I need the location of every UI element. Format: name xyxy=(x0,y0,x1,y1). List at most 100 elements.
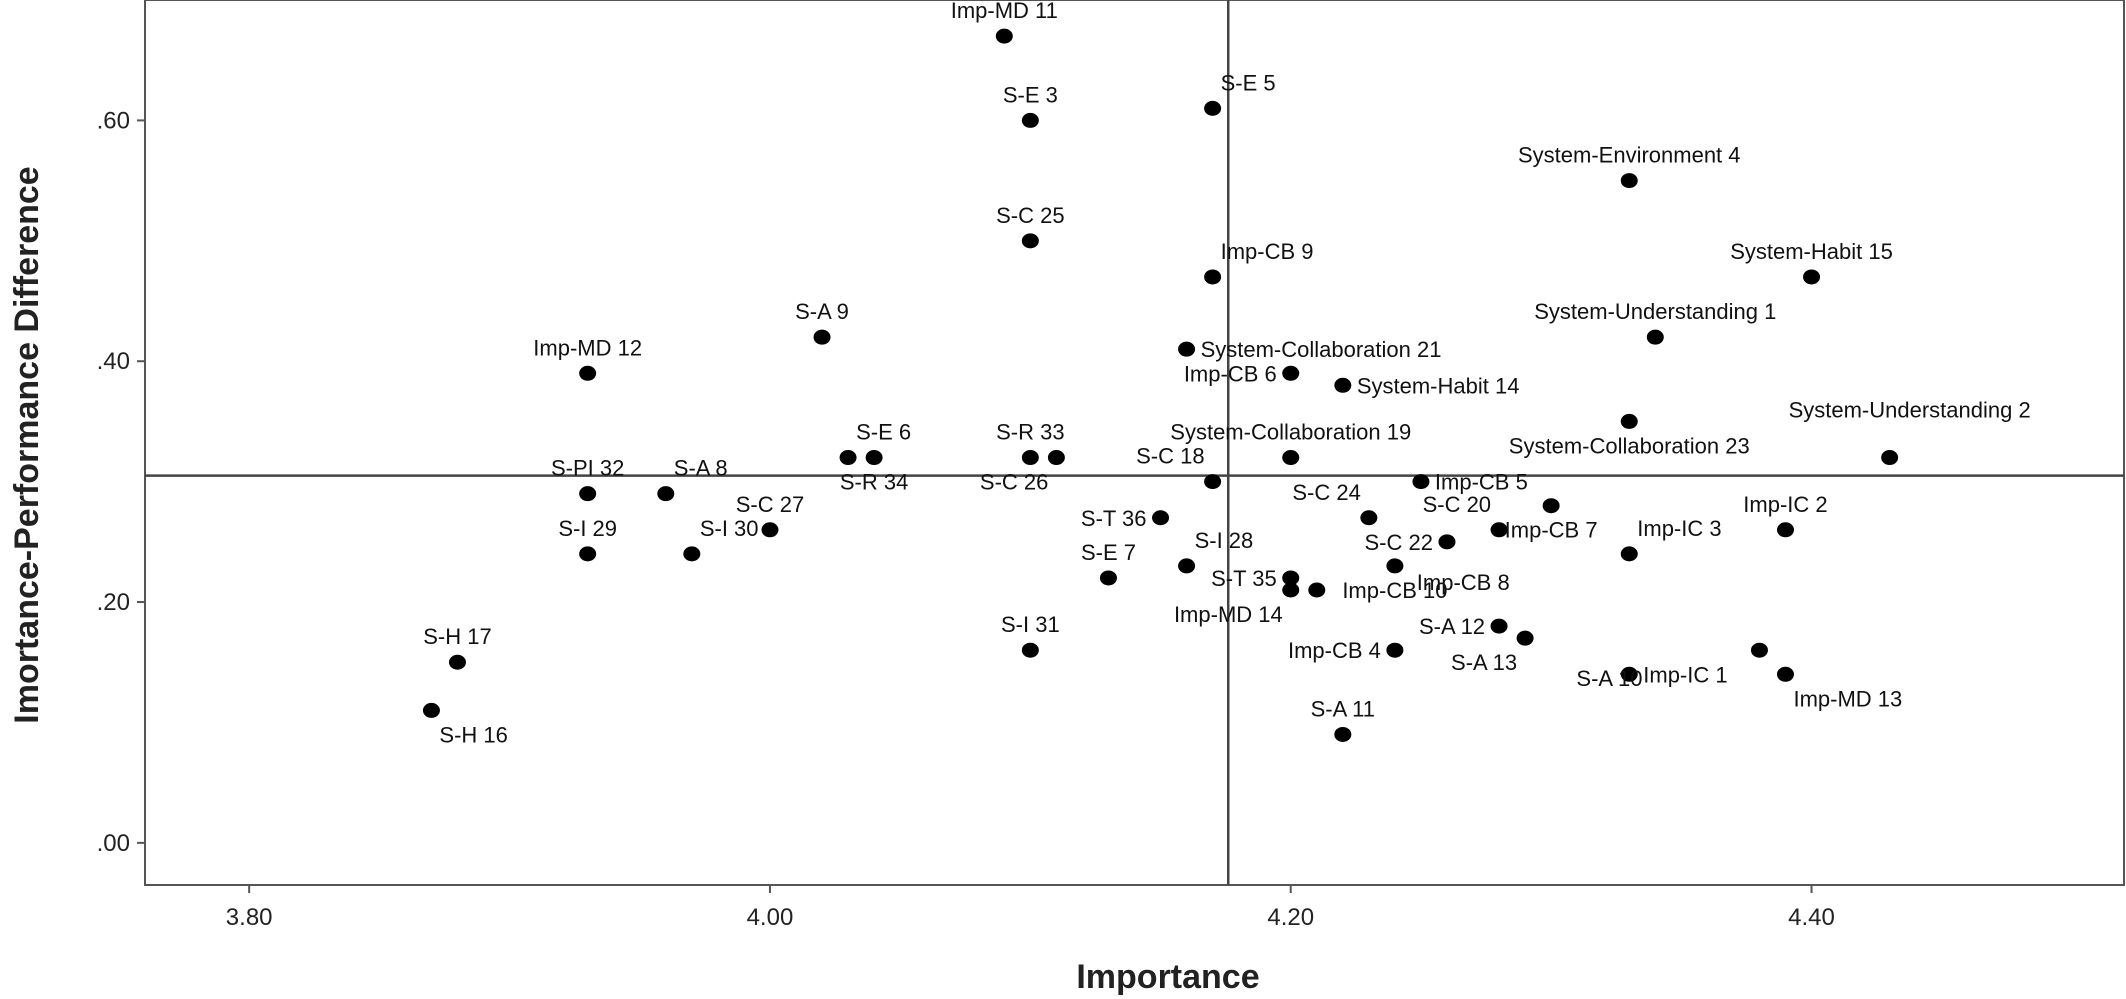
data-point xyxy=(1021,642,1039,658)
data-point xyxy=(1099,570,1117,586)
data-point xyxy=(1334,377,1352,393)
data-point xyxy=(1047,450,1065,466)
data-point-label: System-Habit 14 xyxy=(1357,373,1520,398)
data-point xyxy=(422,702,440,718)
data-point xyxy=(1776,522,1794,538)
data-point xyxy=(1021,112,1039,128)
data-point xyxy=(579,486,597,502)
data-point xyxy=(1646,329,1664,345)
data-point-label: Imp-IC 3 xyxy=(1637,516,1721,541)
data-point-label: Imp-CB 7 xyxy=(1505,518,1598,543)
data-point xyxy=(1438,534,1456,550)
data-point xyxy=(1308,582,1326,598)
data-point xyxy=(657,486,675,502)
data-point-label: S-H 16 xyxy=(439,722,507,747)
data-point-label: S-E 7 xyxy=(1081,540,1136,565)
data-point xyxy=(1021,450,1039,466)
data-point xyxy=(1386,642,1404,658)
data-point-label: S-E 3 xyxy=(1003,82,1058,107)
data-point xyxy=(1282,450,1300,466)
data-point-label: S-C 24 xyxy=(1292,480,1360,505)
y-tick-label: .40 xyxy=(97,348,130,375)
data-point xyxy=(1750,642,1768,658)
data-point-label: Imp-IC 1 xyxy=(1643,662,1727,687)
data-point xyxy=(579,546,597,562)
data-point xyxy=(995,28,1013,44)
data-point xyxy=(1386,558,1404,574)
y-axis-title: Imortance-Performance Difference xyxy=(8,166,46,723)
data-point xyxy=(1881,450,1899,466)
data-point xyxy=(1490,618,1508,634)
data-point xyxy=(1620,413,1638,429)
point-labels: Imp-MD 11 S-E 3 S-E 5 System-Environment 4 S… xyxy=(423,0,2030,747)
data-point-label: S-T 35 xyxy=(1211,566,1277,591)
data-point-label: Imp-CB 9 xyxy=(1221,239,1314,264)
data-point-label: Imp-CB 4 xyxy=(1288,638,1381,663)
data-point-label: S-C 26 xyxy=(980,470,1048,495)
x-axis-title: Importance xyxy=(1076,958,1259,996)
data-point-label: Imp-CB 8 xyxy=(1417,570,1510,595)
data-point xyxy=(1620,666,1638,682)
data-point xyxy=(1803,269,1821,285)
data-point-label: S-H 17 xyxy=(423,624,491,649)
data-point-label: Imp-CB 6 xyxy=(1184,361,1277,386)
data-point xyxy=(1282,365,1300,381)
data-point xyxy=(813,329,831,345)
data-point xyxy=(1516,630,1534,646)
data-point-label: S-I 28 xyxy=(1195,528,1254,553)
data-point xyxy=(1282,582,1300,598)
data-point xyxy=(1204,100,1222,116)
data-point-label: S-T 36 xyxy=(1081,506,1147,531)
data-point xyxy=(839,450,857,466)
y-tick-label: .20 xyxy=(97,589,130,616)
data-point xyxy=(1620,173,1638,189)
data-point-label: S-A 11 xyxy=(1311,696,1375,721)
data-point xyxy=(865,450,883,466)
data-point-label: S-C 27 xyxy=(736,492,804,517)
data-point-label: Imp-MD 11 xyxy=(951,0,1058,23)
x-tick-label: 4.00 xyxy=(747,904,794,931)
data-point-label: S-C 25 xyxy=(996,203,1064,228)
data-point-label: S-R 34 xyxy=(840,470,908,495)
x-ticks: 3.80 4.00 4.20 4.40 xyxy=(226,885,1835,931)
data-point xyxy=(1282,570,1300,586)
data-point xyxy=(1776,666,1794,682)
data-point-label: System-Habit 15 xyxy=(1730,239,1893,264)
data-point-label: S-A 12 xyxy=(1419,614,1485,639)
data-point xyxy=(1542,498,1560,514)
x-tick-label: 4.40 xyxy=(1788,904,1835,931)
data-point-label: S-C 22 xyxy=(1364,530,1432,555)
reference-lines xyxy=(145,0,2124,885)
data-point-label: Imp-MD 12 xyxy=(533,335,642,360)
data-point xyxy=(579,365,597,381)
y-tick-label: .00 xyxy=(97,830,130,857)
data-point-label: System-Collaboration 21 xyxy=(1201,337,1442,362)
data-point xyxy=(1412,474,1430,490)
data-point xyxy=(1204,269,1222,285)
data-point xyxy=(1178,341,1196,357)
data-point-label: S-C 18 xyxy=(1136,444,1204,469)
data-point-label: S-C 20 xyxy=(1423,492,1491,517)
data-point-label: S-PI 32 xyxy=(551,456,624,481)
data-point-label: S-A 10 xyxy=(1576,666,1642,691)
data-point xyxy=(1204,474,1222,490)
x-tick-label: 3.80 xyxy=(226,904,273,931)
data-point-label: System-Understanding 2 xyxy=(1789,398,2031,423)
y-tick-label: .60 xyxy=(97,107,130,134)
data-point xyxy=(1152,510,1170,526)
plot-area-frame xyxy=(144,0,2125,886)
data-points xyxy=(422,28,1899,742)
data-point-label: Imp-CB 5 xyxy=(1435,470,1528,495)
data-point xyxy=(1334,726,1352,742)
x-tick-label: 4.20 xyxy=(1267,904,1314,931)
data-point-label: S-E 6 xyxy=(856,420,911,445)
data-point-label: Imp-MD 14 xyxy=(1174,602,1283,627)
data-point xyxy=(1178,558,1196,574)
data-point-label: System-Collaboration 19 xyxy=(1170,420,1411,445)
data-point-label: S-I 29 xyxy=(558,516,617,541)
data-point xyxy=(1021,233,1039,249)
data-point xyxy=(1360,510,1378,526)
data-point xyxy=(1620,546,1638,562)
data-point-label: S-I 30 xyxy=(700,516,759,541)
